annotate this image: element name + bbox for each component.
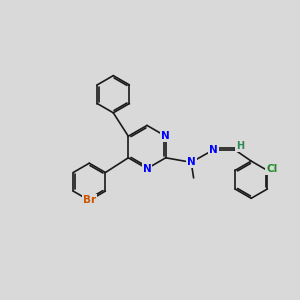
Text: N: N xyxy=(161,131,170,141)
Text: H: H xyxy=(236,141,244,151)
Text: Cl: Cl xyxy=(266,164,278,174)
Text: N: N xyxy=(142,164,152,174)
Text: Br: Br xyxy=(83,195,96,206)
Text: N: N xyxy=(209,145,218,155)
Text: N: N xyxy=(187,157,196,167)
